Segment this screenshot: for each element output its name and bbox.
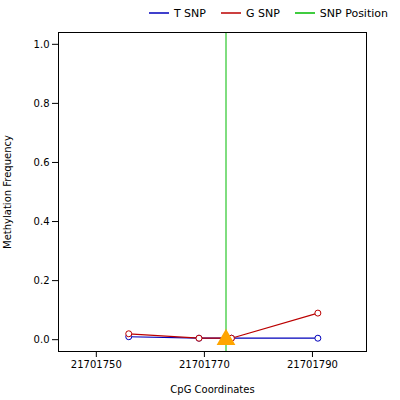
- svg-text:0.0: 0.0: [34, 334, 50, 345]
- svg-text:21701770: 21701770: [179, 359, 230, 370]
- svg-text:Methylation Frequency: Methylation Frequency: [2, 135, 13, 249]
- html-text:SNP Position: SNP Position: [319, 6, 388, 20]
- svg-text:1.0: 1.0: [34, 39, 50, 50]
- svg-text:0.8: 0.8: [34, 98, 50, 109]
- svg-text:21701790: 21701790: [287, 359, 338, 370]
- html-text:T SNP: T SNP: [173, 6, 206, 20]
- svg-text:0.2: 0.2: [34, 275, 50, 286]
- html-text:G SNP: G SNP: [246, 6, 280, 20]
- svg-text:0.4: 0.4: [34, 216, 50, 227]
- svg-text:0.6: 0.6: [34, 157, 50, 168]
- svg-text:21701750: 21701750: [71, 359, 122, 370]
- svg-text:CpG Coordinates: CpG Coordinates: [170, 384, 254, 395]
